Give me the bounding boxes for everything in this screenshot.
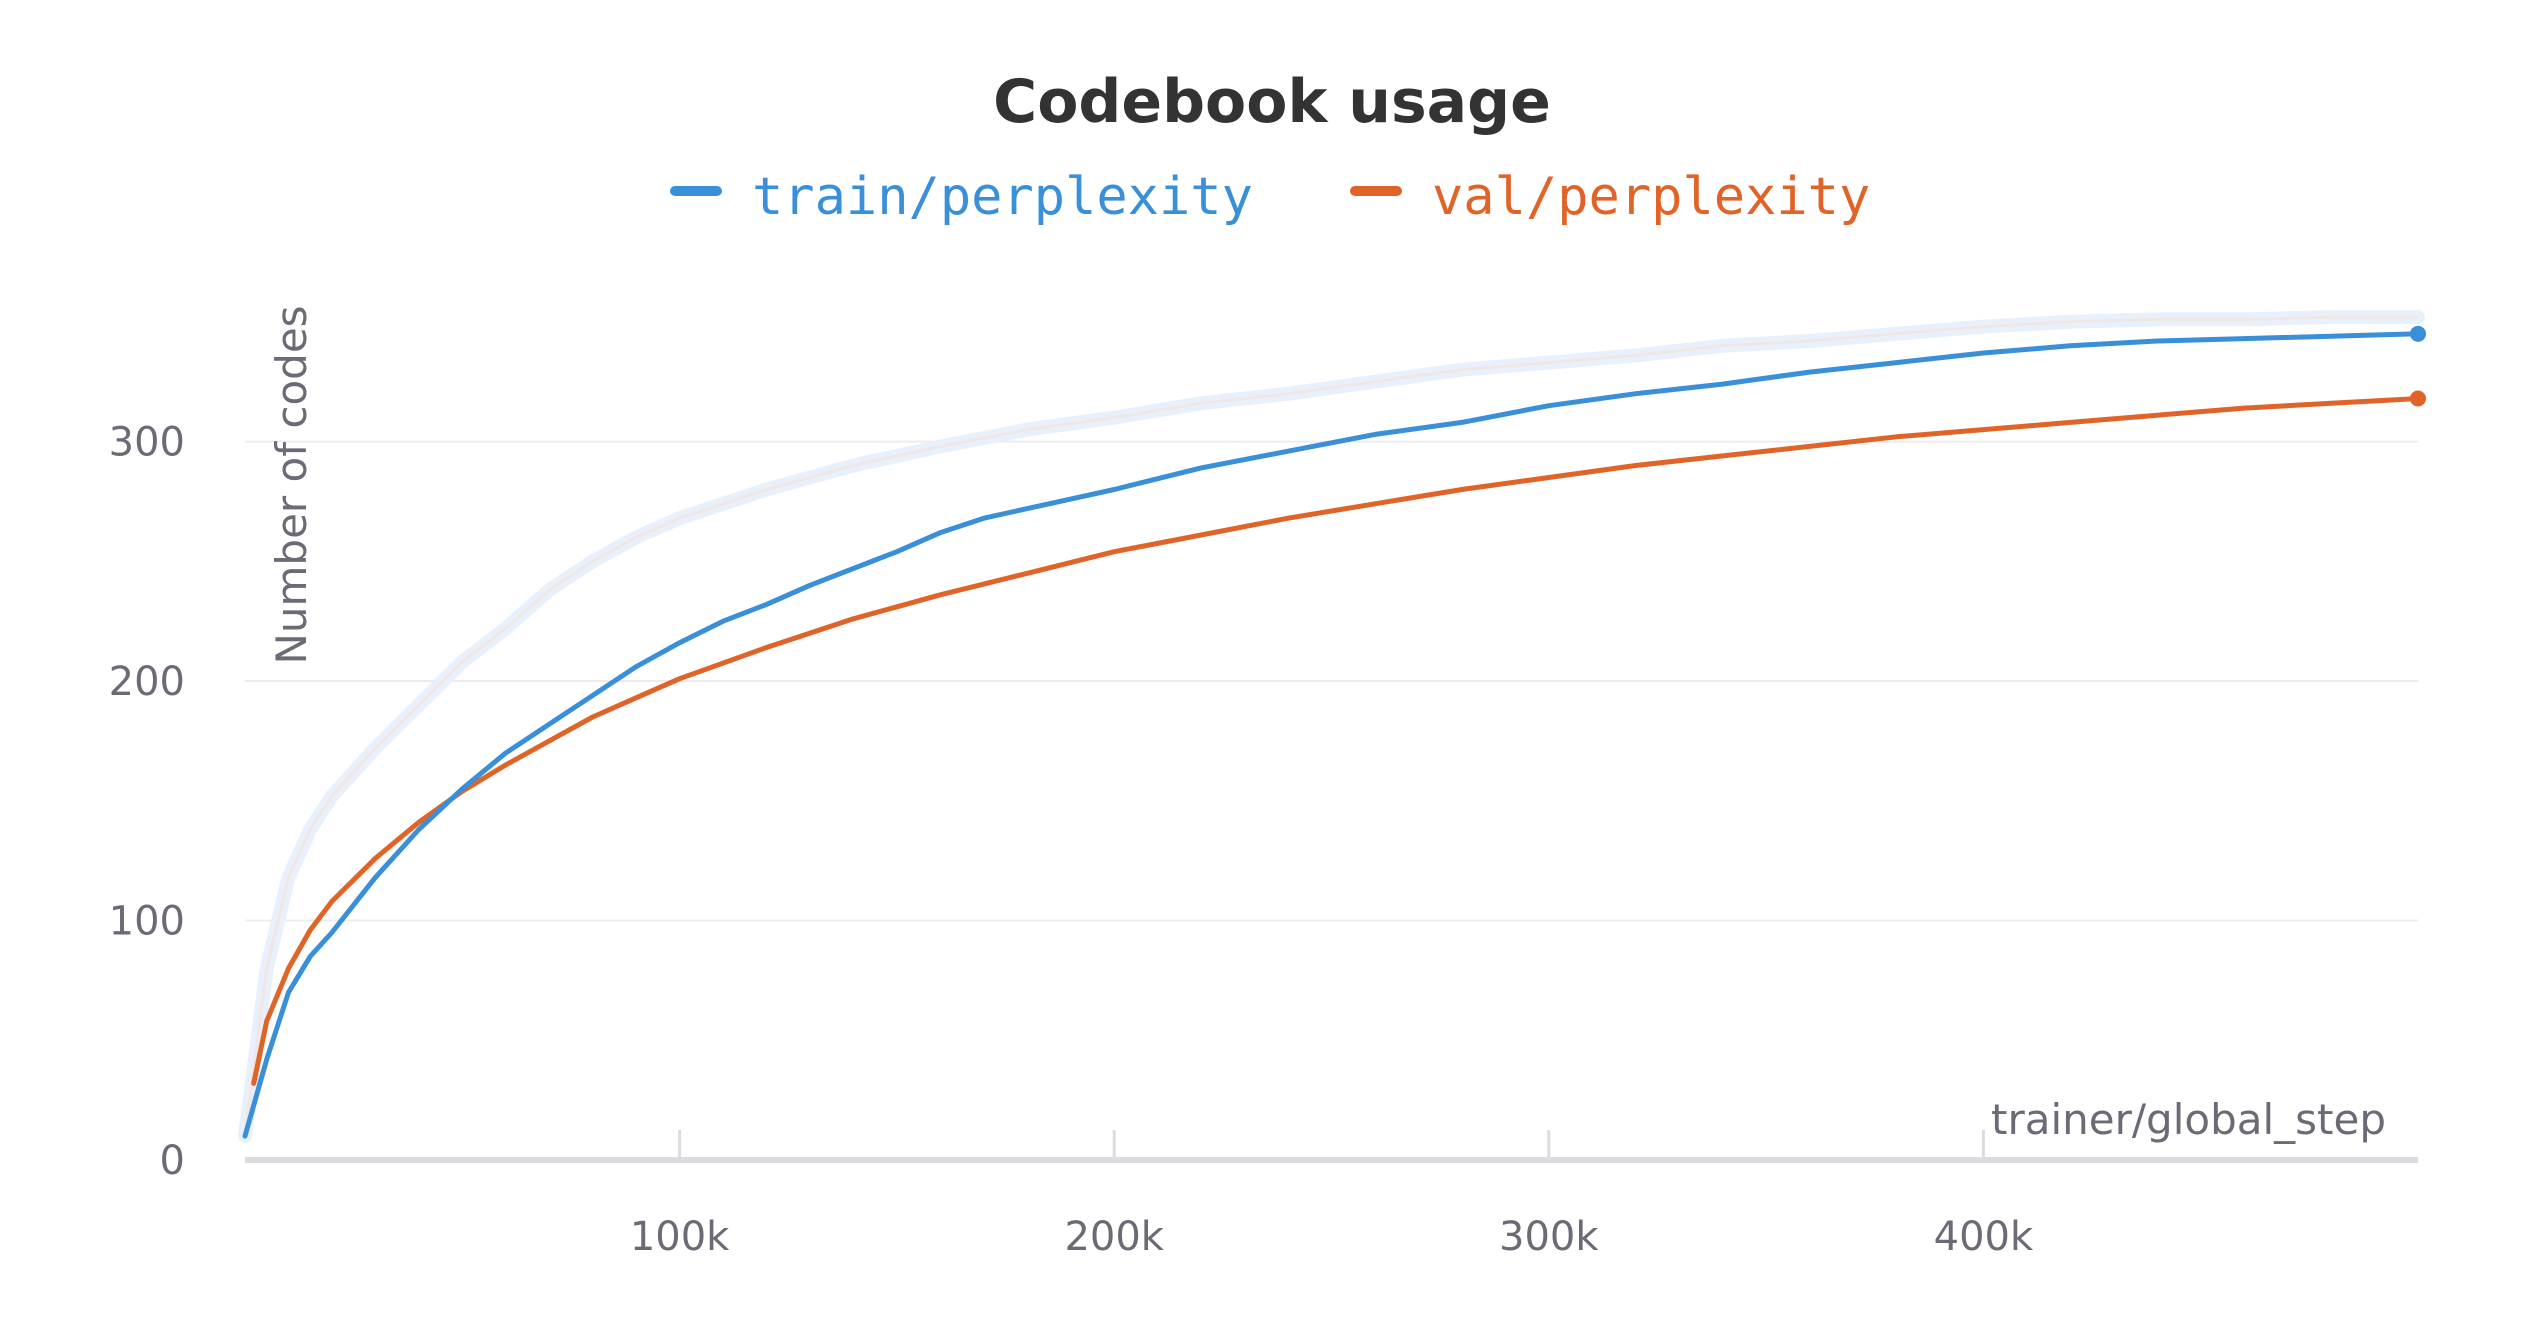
legend-swatch-val [1350, 186, 1402, 196]
legend: train/perplexity val/perplexity [670, 167, 1870, 227]
legend-label-val: val/perplexity [1432, 167, 1870, 227]
series-train-raw-center [243, 315, 2418, 1137]
x-axis-ticks: 100k 200k 300k 400k [630, 1130, 2034, 1260]
series-val-end-point [2410, 390, 2426, 407]
chart-title: Codebook usage [993, 67, 1551, 137]
series-train-end-point [2410, 325, 2426, 342]
legend-label-train: train/perplexity [752, 167, 1253, 227]
x-axis-label: trainer/global_step [1991, 1095, 2386, 1144]
x-tick-label: 100k [630, 1214, 730, 1260]
legend-swatch-train [670, 186, 722, 196]
y-tick-label: 100 [109, 899, 185, 945]
y-axis-label: Number of codes [267, 305, 316, 664]
series-val-line [251, 396, 2421, 1086]
x-tick-label: 400k [1934, 1214, 2034, 1260]
y-tick-label: 200 [109, 659, 185, 705]
x-tick-label: 200k [1064, 1214, 1164, 1260]
legend-item-val[interactable]: val/perplexity [1350, 167, 1870, 227]
y-tick-label: 300 [109, 420, 185, 466]
grid [245, 440, 2418, 1163]
plot-area[interactable] [238, 310, 2426, 1144]
y-tick-label: 0 [160, 1138, 185, 1184]
x-tick-label: 300k [1499, 1214, 1599, 1260]
y-axis-ticks: 0 100 200 300 [109, 420, 185, 1184]
legend-item-train[interactable]: train/perplexity [670, 167, 1253, 227]
series-train-line [242, 331, 2421, 1139]
